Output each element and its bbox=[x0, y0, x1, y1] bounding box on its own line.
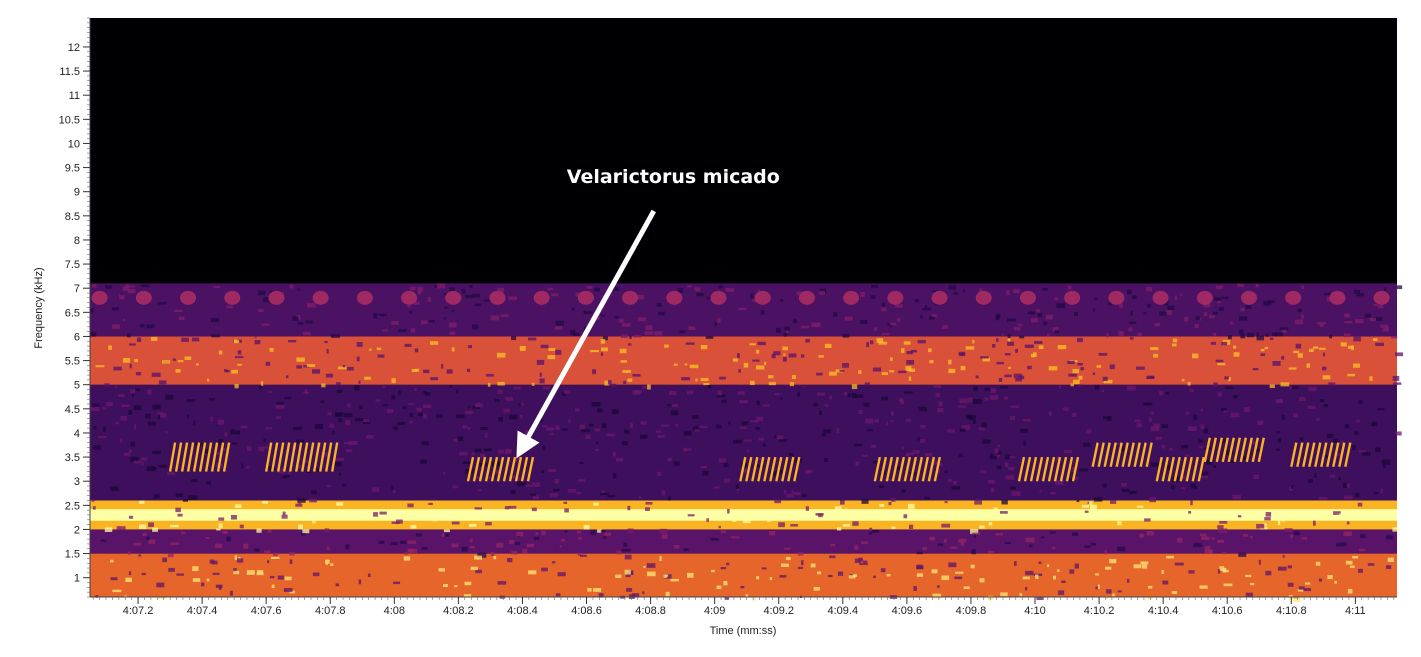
blob bbox=[1019, 290, 1036, 305]
blob bbox=[622, 290, 639, 305]
blob bbox=[135, 290, 152, 305]
blob bbox=[1064, 290, 1081, 305]
x-tick-label: 4:10.4 bbox=[1148, 605, 1179, 617]
blob bbox=[1152, 290, 1169, 305]
y-tick-label: 4 bbox=[74, 428, 80, 440]
blob bbox=[180, 290, 197, 305]
x-tick-label: 4:09.4 bbox=[828, 605, 859, 617]
y-tick-label: 2.5 bbox=[65, 500, 80, 512]
frequency-band bbox=[90, 336, 1397, 385]
call-burst bbox=[265, 442, 339, 472]
annotation: Velarictorus micado bbox=[516, 166, 780, 459]
y-tick-label: 8 bbox=[74, 235, 80, 247]
blob bbox=[710, 290, 727, 305]
call-burst bbox=[466, 456, 535, 482]
call-burst bbox=[1203, 437, 1265, 463]
annotation-label: Velarictorus micado bbox=[567, 166, 780, 188]
blob bbox=[754, 290, 771, 305]
frequency-band bbox=[90, 553, 1397, 597]
blob bbox=[975, 290, 992, 305]
x-tick-label: 4:07.8 bbox=[315, 605, 346, 617]
x-tick-label: 4:08.8 bbox=[635, 605, 666, 617]
plot-area bbox=[90, 18, 1403, 602]
x-tick-label: 4:07.2 bbox=[123, 605, 154, 617]
y-tick-label: 8.5 bbox=[65, 211, 80, 223]
x-tick-label: 4:10.2 bbox=[1084, 605, 1115, 617]
axes: 11.522.533.544.555.566.577.588.599.51010… bbox=[59, 17, 1397, 617]
blob bbox=[1196, 290, 1213, 305]
y-tick-label: 3 bbox=[74, 476, 80, 488]
call-burst bbox=[739, 456, 801, 482]
upper-band-blobs bbox=[91, 290, 1390, 305]
blob bbox=[887, 290, 904, 305]
blob bbox=[577, 290, 594, 305]
y-tick-label: 10.5 bbox=[59, 114, 80, 126]
x-tick-label: 4:09.8 bbox=[956, 605, 987, 617]
y-axis-title: Frequency (kHz) bbox=[33, 267, 45, 348]
frequency-band bbox=[90, 529, 1397, 554]
call-burst bbox=[1290, 442, 1352, 467]
x-tick-label: 4:10.8 bbox=[1276, 605, 1307, 617]
y-tick-label: 9.5 bbox=[65, 163, 80, 175]
blob bbox=[666, 290, 683, 305]
frequency-band bbox=[90, 384, 1397, 501]
y-tick-label: 7 bbox=[74, 283, 80, 295]
call-burst bbox=[1017, 456, 1080, 482]
x-tick-label: 4:09.6 bbox=[892, 605, 923, 617]
x-tick-label: 4:10.6 bbox=[1212, 605, 1243, 617]
call-burst bbox=[1155, 456, 1205, 482]
blob bbox=[489, 290, 506, 305]
x-tick-label: 4:11 bbox=[1345, 605, 1366, 617]
y-tick-label: 3.5 bbox=[65, 452, 80, 464]
blob bbox=[1108, 290, 1125, 305]
blob bbox=[1241, 290, 1258, 305]
blob bbox=[1373, 290, 1390, 305]
y-tick-label: 6 bbox=[74, 331, 80, 343]
x-tick-label: 4:08.2 bbox=[443, 605, 474, 617]
x-tick-label: 4:10 bbox=[1024, 605, 1045, 617]
annotation-arrow bbox=[516, 209, 656, 459]
y-tick-label: 6.5 bbox=[65, 307, 80, 319]
x-tick-label: 4:08 bbox=[384, 605, 405, 617]
blob bbox=[91, 290, 108, 305]
x-tick-label: 4:09.2 bbox=[763, 605, 794, 617]
blob bbox=[312, 290, 329, 305]
y-tick-label: 12 bbox=[68, 42, 80, 54]
call-burst bbox=[1091, 442, 1153, 467]
call-burst bbox=[168, 442, 231, 472]
x-axis-title: Time (mm:ss) bbox=[710, 625, 777, 637]
y-tick-label: 5 bbox=[74, 380, 80, 392]
y-tick-label: 7.5 bbox=[65, 259, 80, 271]
call-burst bbox=[873, 456, 942, 482]
y-tick-label: 1.5 bbox=[65, 549, 80, 561]
blob bbox=[533, 290, 550, 305]
y-tick-label: 5.5 bbox=[65, 356, 80, 368]
blob bbox=[931, 290, 948, 305]
blob bbox=[843, 290, 860, 305]
y-tick-label: 4.5 bbox=[65, 404, 80, 416]
blob bbox=[445, 290, 462, 305]
x-tick-label: 4:07.4 bbox=[187, 605, 218, 617]
y-tick-label: 10 bbox=[68, 138, 80, 150]
blob bbox=[356, 290, 373, 305]
blob bbox=[224, 290, 241, 305]
blob bbox=[1285, 290, 1302, 305]
blob bbox=[268, 290, 285, 305]
y-tick-label: 11.5 bbox=[59, 66, 80, 78]
x-tick-label: 4:09 bbox=[704, 605, 725, 617]
x-tick-label: 4:08.6 bbox=[571, 605, 602, 617]
blob bbox=[1329, 290, 1346, 305]
x-tick-label: 4:07.6 bbox=[251, 605, 282, 617]
x-tick-label: 4:08.4 bbox=[507, 605, 538, 617]
blob bbox=[798, 290, 815, 305]
y-tick-label: 9 bbox=[74, 187, 80, 199]
y-tick-label: 11 bbox=[69, 90, 80, 102]
band-core bbox=[90, 509, 1397, 521]
y-tick-label: 1 bbox=[74, 573, 80, 585]
y-tick-label: 2 bbox=[74, 524, 80, 536]
blob bbox=[401, 290, 418, 305]
